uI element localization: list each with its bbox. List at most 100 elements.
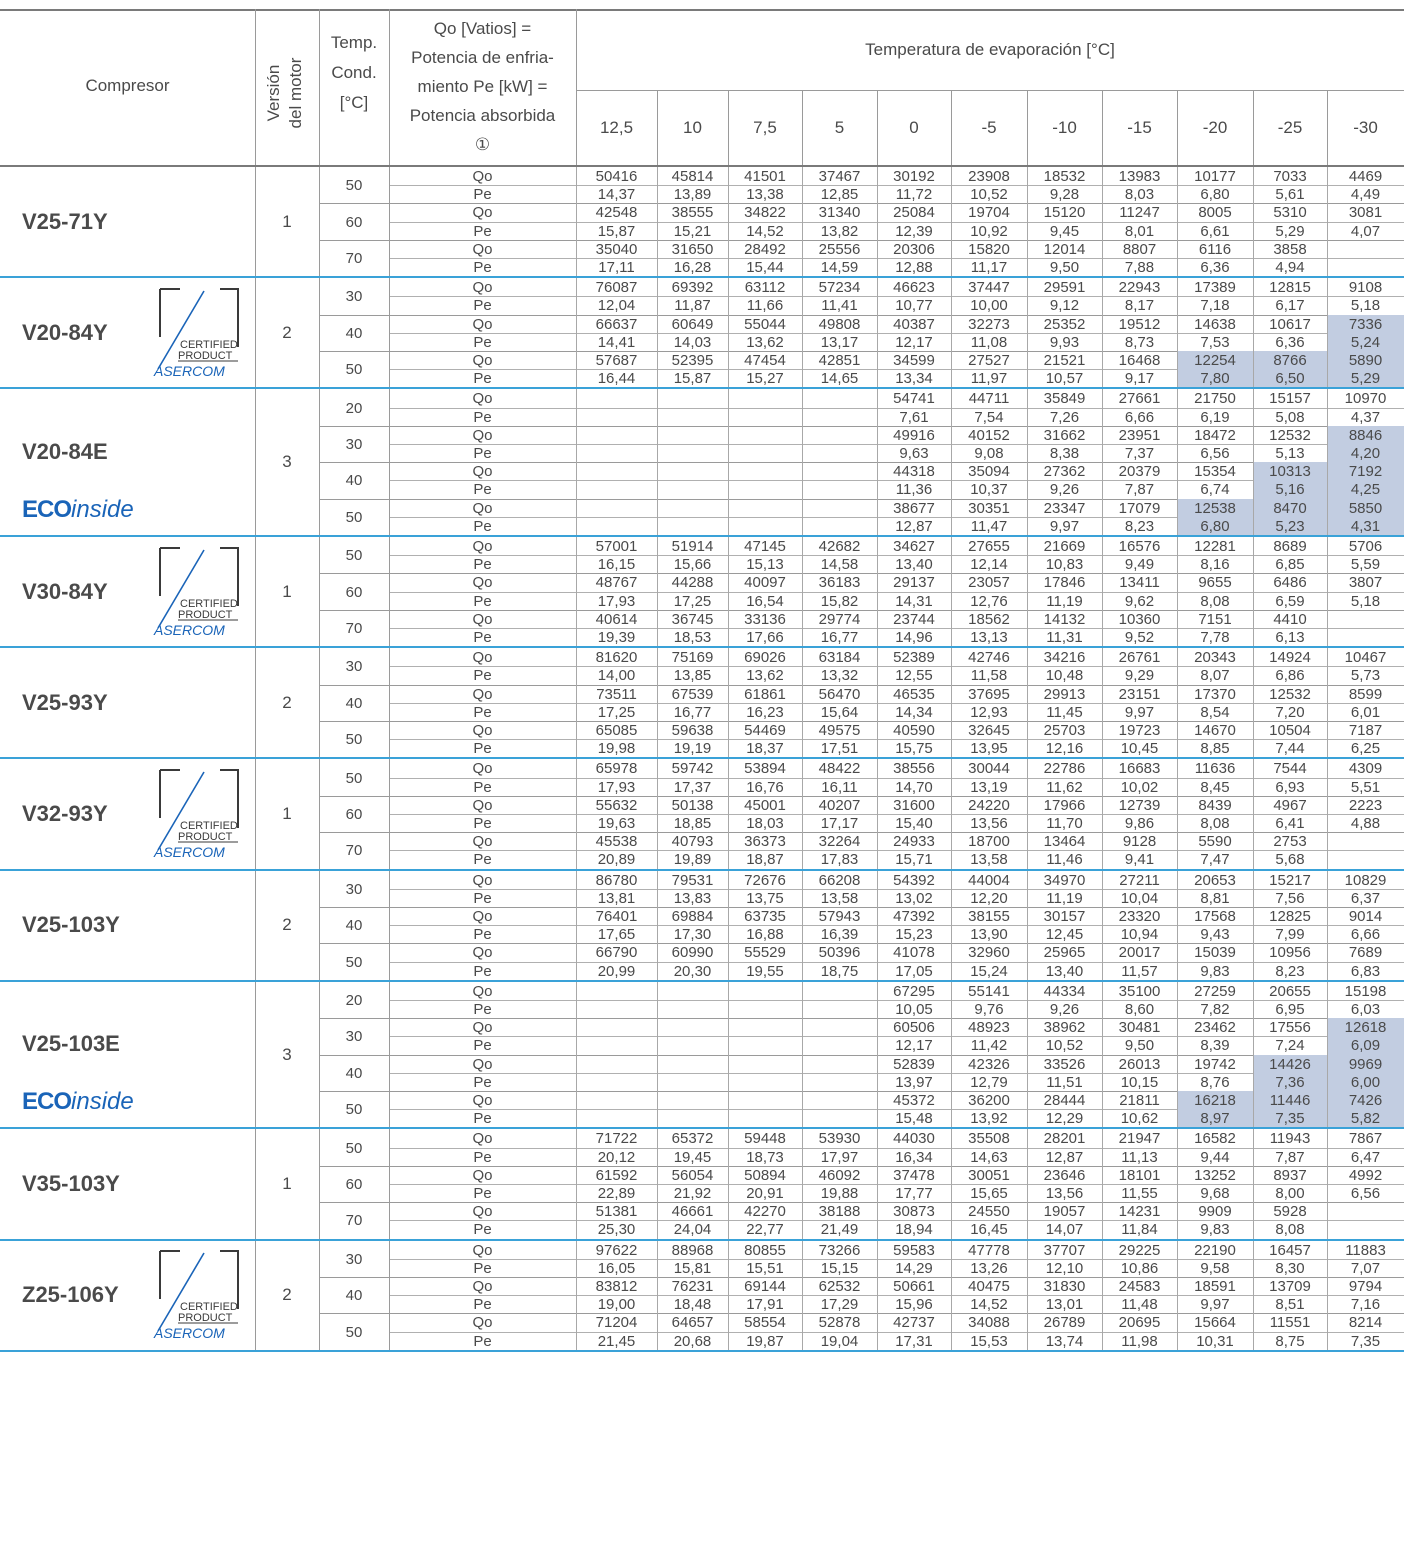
pe-value: 7,16 — [1350, 1296, 1381, 1314]
pe-value: 9,63 — [899, 445, 929, 462]
qo-value: 23151 — [1118, 685, 1161, 703]
qo-value: 7033 — [1273, 168, 1307, 185]
qo-value: 26761 — [1118, 649, 1161, 667]
pe-value: 13,62 — [746, 667, 784, 685]
qo-value: 31600 — [893, 796, 935, 814]
qo-value: 17966 — [1043, 796, 1086, 814]
highlight-cell — [1253, 369, 1327, 388]
qo-value: 56054 — [671, 1166, 714, 1184]
pe-value: 19,63 — [597, 815, 636, 832]
qo-value: 42682 — [818, 538, 861, 555]
column-divider — [951, 167, 952, 277]
qo-value: 60506 — [893, 1019, 935, 1037]
row-label: Pe — [473, 1001, 492, 1018]
qo-value: 50138 — [671, 796, 714, 814]
qo-value: 21669 — [1043, 538, 1086, 555]
pe-value: 17,31 — [895, 1332, 933, 1350]
highlight-cell — [1253, 1109, 1327, 1128]
pe-value: 10,05 — [895, 1001, 933, 1018]
pe-value: 21,45 — [597, 1332, 636, 1350]
badge-brand: ASERCOM — [154, 621, 225, 638]
row-label: Pe — [473, 592, 492, 610]
pe-value: 11,46 — [1046, 851, 1083, 869]
pe-value: 19,55 — [746, 962, 784, 980]
column-divider — [728, 389, 729, 535]
column-divider — [951, 648, 952, 758]
row-label: Pe — [473, 1037, 492, 1055]
highlight-cell — [1253, 498, 1327, 517]
row-label: Qo — [472, 833, 493, 851]
sub-row-divider — [389, 1147, 1404, 1149]
column-divider — [319, 1240, 320, 1350]
column-divider — [877, 759, 878, 869]
evap-temp-7: -15 — [1127, 118, 1152, 137]
pe-value: 11,17 — [970, 259, 1008, 276]
header-version-line: Versión — [264, 64, 283, 122]
qo-value: 18101 — [1118, 1166, 1161, 1184]
highlight-cell — [1327, 1109, 1404, 1128]
row-label: Pe — [473, 408, 492, 426]
qo-value: 67539 — [671, 685, 714, 703]
pe-value: 10,86 — [1120, 1259, 1159, 1277]
evap-temp-0: 12,5 — [599, 118, 634, 137]
pe-value: 15,51 — [746, 1259, 784, 1277]
group-divider — [0, 868, 1404, 871]
pe-value: 13,85 — [673, 667, 712, 685]
column-divider — [1027, 537, 1028, 647]
sub-row-divider — [389, 407, 1404, 409]
qo-value: 20653 — [1194, 871, 1236, 889]
qo-value: 10504 — [1269, 722, 1311, 739]
cond-temp: 30 — [345, 1250, 363, 1268]
qo-value: 7689 — [1348, 944, 1383, 962]
column-divider — [802, 278, 803, 388]
column-divider — [802, 1129, 803, 1239]
pe-value: 8,97 — [1200, 1110, 1230, 1128]
cond-divider — [319, 1091, 1404, 1092]
pe-value: 8,54 — [1200, 703, 1230, 721]
qo-value: 24220 — [968, 796, 1010, 814]
qo-value: 14426 — [1269, 1055, 1311, 1073]
pe-value: 17,25 — [597, 703, 636, 721]
cond-temp: 40 — [345, 472, 363, 490]
column-divider — [1253, 389, 1254, 535]
cond-temp: 50 — [345, 953, 363, 971]
qo-value: 12739 — [1118, 796, 1161, 814]
pe-value: 19,89 — [673, 851, 712, 869]
pe-value: 11,31 — [1046, 629, 1083, 646]
column-divider — [1027, 648, 1028, 758]
sub-row-divider — [389, 1072, 1404, 1074]
qo-value: 3807 — [1348, 574, 1383, 592]
pe-value: 16,39 — [820, 926, 859, 944]
pe-value: 10,92 — [970, 222, 1008, 240]
pe-value: 9,26 — [1049, 481, 1080, 499]
group-divider — [0, 387, 1404, 390]
pe-value: 20,91 — [746, 1185, 784, 1202]
eco-bold: ECO — [22, 495, 72, 523]
pe-value: 7,36 — [1275, 1073, 1305, 1091]
qo-value: 46623 — [893, 279, 935, 297]
pe-value: 20,99 — [597, 962, 636, 980]
pe-value: 15,48 — [895, 1110, 933, 1128]
pe-value: 11,58 — [970, 667, 1008, 685]
pe-value: 11,36 — [895, 481, 933, 499]
qo-value: 11636 — [1194, 760, 1236, 778]
qo-value: 34599 — [893, 352, 935, 369]
badge-brand: ASERCOM — [154, 1325, 225, 1342]
qo-value: 47454 — [744, 352, 786, 369]
qo-value: 63112 — [744, 279, 786, 297]
temps-header-divider — [576, 90, 1404, 91]
pe-value: 5,61 — [1275, 186, 1305, 204]
cond-divider — [319, 573, 1404, 575]
row-label: Qo — [472, 279, 493, 297]
sub-row-divider — [389, 444, 1404, 445]
pe-value: 16,45 — [970, 1221, 1008, 1239]
pe-value: 5,16 — [1275, 481, 1305, 499]
cond-divider — [319, 721, 1404, 722]
column-divider — [728, 870, 729, 980]
qo-value: 17846 — [1043, 574, 1086, 592]
column-divider — [728, 759, 729, 869]
column-divider — [1102, 870, 1103, 980]
pe-value: 22,77 — [746, 1221, 784, 1239]
qo-value: 18472 — [1194, 426, 1236, 444]
row-label: Pe — [473, 259, 492, 276]
